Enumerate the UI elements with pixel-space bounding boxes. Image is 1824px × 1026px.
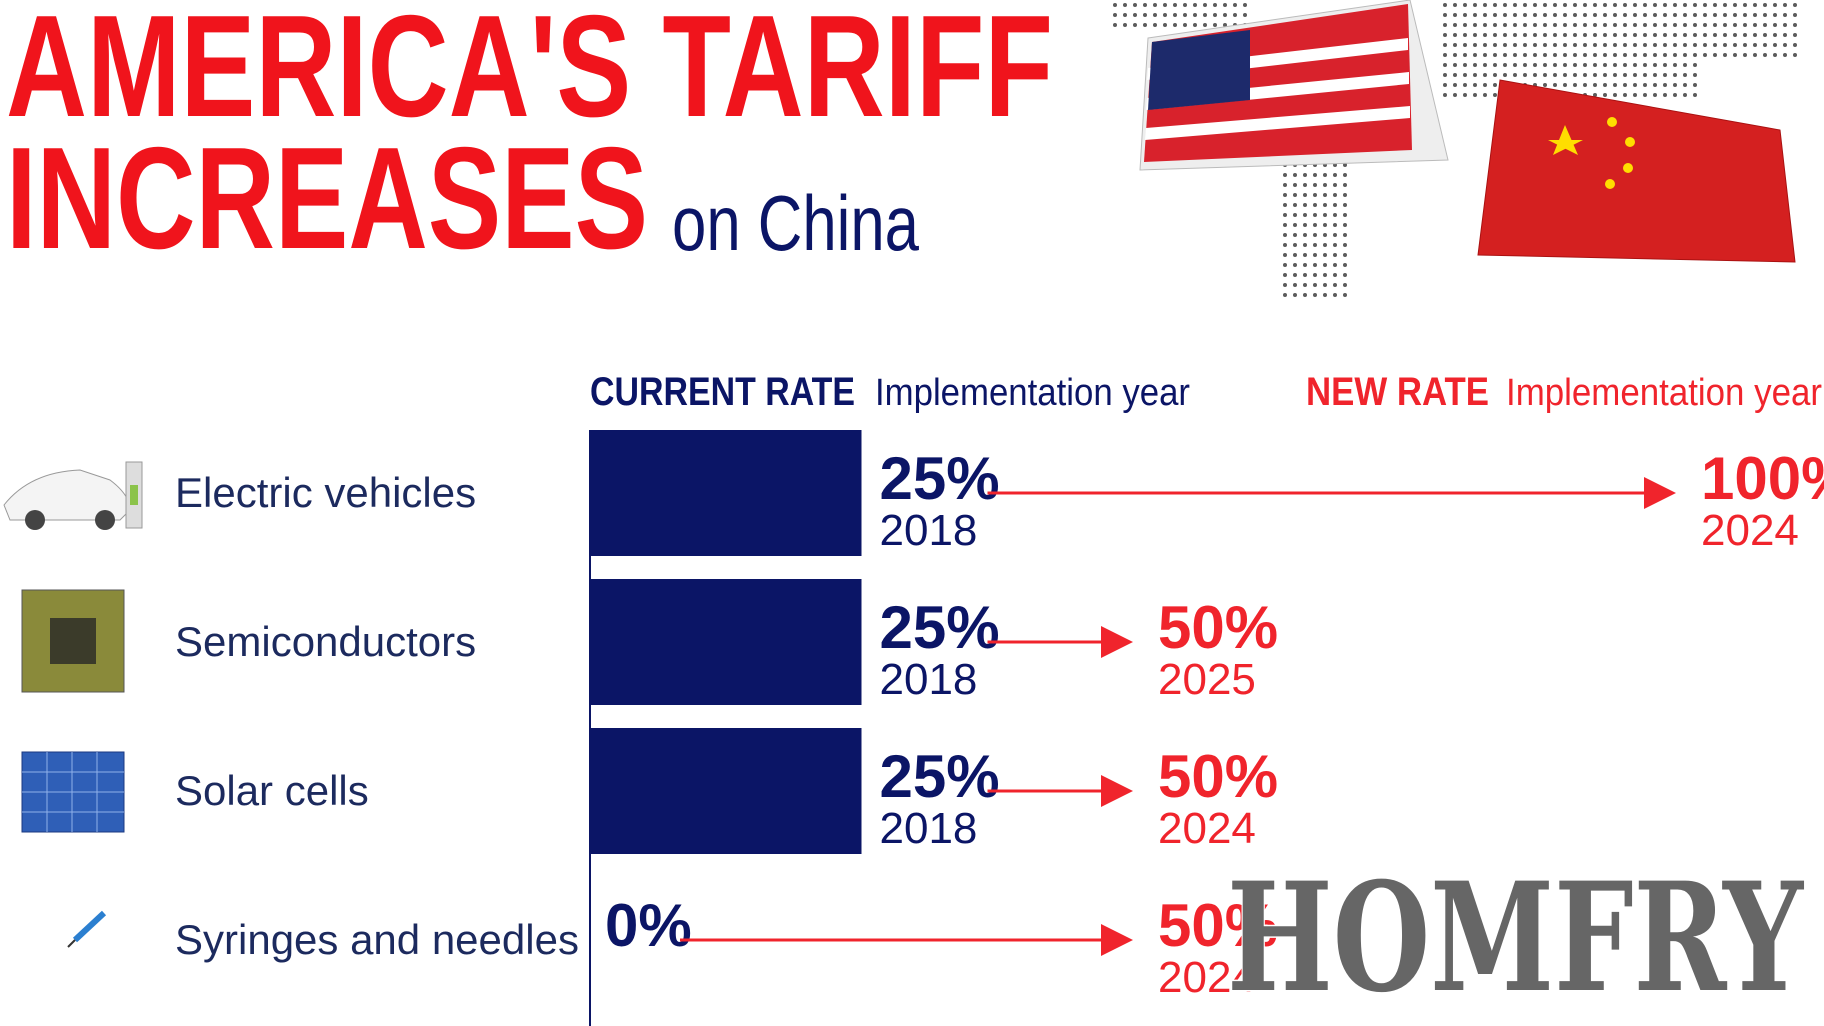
year-label: 2024 bbox=[1158, 804, 1256, 853]
watermark: HOMFRY bbox=[1227, 850, 1804, 1026]
year-label: 2024 bbox=[1701, 506, 1799, 555]
arrow-head bbox=[1101, 924, 1133, 956]
value-label: 50% bbox=[1158, 743, 1278, 810]
year-label: 2018 bbox=[880, 655, 978, 704]
value-label: 50% bbox=[1158, 892, 1278, 959]
bar bbox=[590, 430, 862, 556]
arrow-head bbox=[1644, 477, 1676, 509]
category-label: Electric vehicles bbox=[175, 469, 476, 516]
arrow-head bbox=[1101, 775, 1133, 807]
value-label: 25% bbox=[880, 594, 1000, 661]
value-label: 0% bbox=[605, 892, 692, 959]
category-label: Solar cells bbox=[175, 767, 369, 814]
year-label: 2025 bbox=[1158, 655, 1256, 704]
year-label: 2018 bbox=[880, 804, 978, 853]
arrow-head bbox=[1101, 626, 1133, 658]
legend-sublabel: Implementation year bbox=[875, 372, 1190, 414]
syringe-icon bbox=[67, 910, 107, 948]
year-label: 2018 bbox=[880, 506, 978, 555]
us-container bbox=[1139, 0, 1449, 171]
legend-label: NEW RATE bbox=[1306, 370, 1489, 414]
legend-label: CURRENT RATE bbox=[590, 370, 855, 414]
value-label: 50% bbox=[1158, 594, 1278, 661]
legend-sublabel: Implementation year bbox=[1506, 372, 1822, 414]
china-container bbox=[1477, 79, 1796, 263]
chart-title: AMERICA'S TARIFF bbox=[6, 0, 1053, 147]
value-label: 25% bbox=[880, 743, 1000, 810]
value-label: 100% bbox=[1701, 445, 1824, 512]
value-label: 25% bbox=[880, 445, 1000, 512]
year-label: 2024 bbox=[1158, 953, 1256, 1002]
bar bbox=[590, 728, 862, 854]
chip-icon bbox=[21, 589, 125, 693]
solar-icon bbox=[21, 751, 125, 833]
bar bbox=[590, 579, 862, 705]
category-label: Semiconductors bbox=[175, 618, 476, 665]
chart-title: INCREASES bbox=[6, 117, 648, 279]
category-label: Syringes and needles bbox=[175, 916, 579, 963]
chart-subtitle: on China bbox=[672, 179, 919, 267]
map-dots bbox=[1110, 0, 1800, 300]
ev-icon bbox=[3, 461, 143, 530]
